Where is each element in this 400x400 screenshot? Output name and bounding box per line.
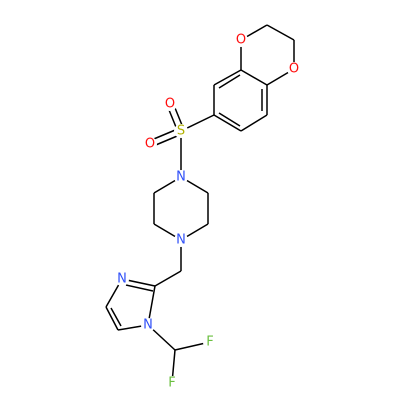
atom-label: F: [168, 376, 175, 391]
label-backdrop: [115, 272, 129, 286]
label-backdrop: [143, 137, 157, 151]
atom-label: O: [289, 62, 299, 77]
label-backdrop: [163, 97, 177, 111]
atom-label: N: [176, 170, 186, 185]
label-backdrop: [287, 62, 301, 76]
label-backdrop: [174, 170, 188, 184]
atom-label: O: [145, 137, 155, 152]
label-backdrop: [174, 124, 188, 138]
atom-label: F: [206, 335, 213, 350]
atom-label: N: [117, 272, 127, 287]
label-backdrop: [174, 233, 188, 247]
atom-label: N: [176, 233, 186, 248]
label-backdrop: [141, 318, 155, 332]
label-backdrop: [203, 335, 217, 349]
label-backdrop: [234, 33, 248, 47]
bonds: [105, 24, 295, 384]
atom-label: O: [165, 97, 175, 112]
atom-label: O: [236, 33, 246, 48]
label-backdrop: [165, 376, 179, 390]
atom-label: S: [177, 124, 185, 139]
atom-label: N: [143, 318, 153, 333]
